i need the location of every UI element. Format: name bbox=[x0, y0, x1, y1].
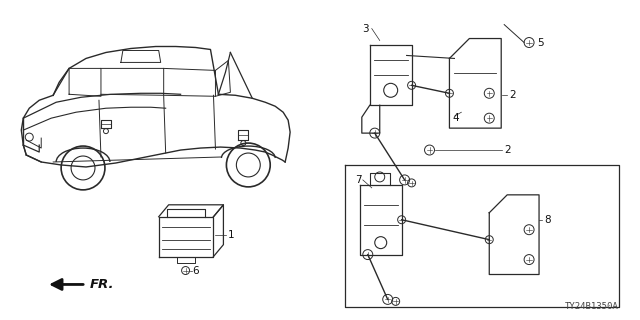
Text: 1: 1 bbox=[227, 230, 234, 240]
Text: 5: 5 bbox=[537, 37, 543, 47]
Text: TY24B1350A: TY24B1350A bbox=[565, 302, 619, 311]
Text: 2: 2 bbox=[504, 145, 511, 155]
Text: 8: 8 bbox=[544, 215, 550, 225]
Text: FR.: FR. bbox=[90, 278, 115, 291]
Text: 7: 7 bbox=[355, 175, 362, 185]
Text: 6: 6 bbox=[193, 266, 199, 276]
Text: 4: 4 bbox=[452, 113, 459, 123]
Text: 3: 3 bbox=[362, 24, 369, 34]
Text: 2: 2 bbox=[509, 90, 516, 100]
